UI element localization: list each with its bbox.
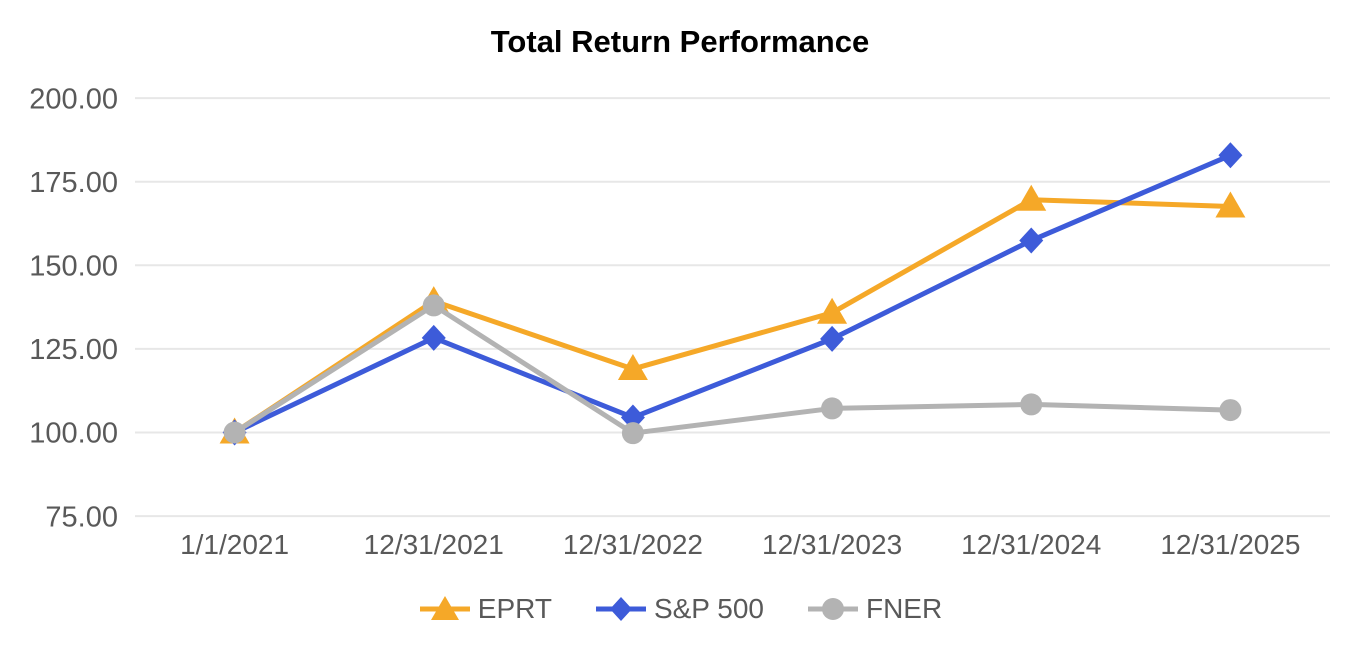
marker-eprt-4 xyxy=(1016,184,1047,211)
x-tick-label: 1/1/2021 xyxy=(180,529,289,560)
marker-ssp500-1 xyxy=(421,324,446,351)
y-tick-label: 100.00 xyxy=(29,418,118,450)
x-tick-label: 12/31/2024 xyxy=(961,529,1101,560)
chart-legend: EPRT S&P 500 FNER xyxy=(0,592,1360,626)
legend-shape xyxy=(430,596,459,620)
marker-fner-4 xyxy=(1020,393,1043,416)
y-tick-label: 175.00 xyxy=(29,167,118,199)
marker-fner-2 xyxy=(621,422,644,445)
marker-eprt-5 xyxy=(1215,191,1246,218)
marker-fner-1 xyxy=(422,294,445,317)
legend-shape xyxy=(821,598,844,620)
marker-fner-3 xyxy=(821,397,844,420)
y-tick-label: 75.00 xyxy=(45,501,118,533)
marker-ssp500-4 xyxy=(1019,227,1044,254)
series-line-fner xyxy=(232,302,1233,436)
marker-ssp500-5 xyxy=(1218,142,1243,169)
legend-label-sp500: S&P 500 xyxy=(653,593,764,624)
marker-ssp500-3 xyxy=(820,325,845,352)
legend-label-eprt: EPRT xyxy=(477,593,552,624)
legend-label-fner: FNER xyxy=(865,593,943,624)
chart-title: Total Return Performance xyxy=(490,24,870,59)
marker-eprt-3 xyxy=(817,297,848,324)
x-tick-label: 12/31/2022 xyxy=(563,529,703,560)
legend-item-sp500: S&P 500 xyxy=(594,592,764,626)
marker-eprt-2 xyxy=(617,353,648,380)
legend-item-eprt: EPRT xyxy=(418,592,552,626)
x-tick-label: 12/31/2025 xyxy=(1160,529,1300,560)
sp500-diamond-icon xyxy=(595,597,646,621)
y-tick-label: 150.00 xyxy=(29,250,118,282)
legend-item-fner: FNER xyxy=(806,592,942,626)
legend-shape xyxy=(609,597,632,621)
fner-circle-icon xyxy=(807,598,858,620)
y-tick-label: 200.00 xyxy=(29,83,118,115)
series-line-eprt xyxy=(232,197,1233,435)
x-tick-label: 12/31/2021 xyxy=(364,529,504,560)
x-tick-label: 12/31/2023 xyxy=(762,529,902,560)
marker-fner-5 xyxy=(1219,399,1242,422)
eprt-triangle-icon xyxy=(419,596,470,620)
marker-fner-0 xyxy=(223,421,246,444)
y-tick-label: 125.00 xyxy=(29,334,118,366)
series-line-ssp500 xyxy=(232,152,1233,435)
